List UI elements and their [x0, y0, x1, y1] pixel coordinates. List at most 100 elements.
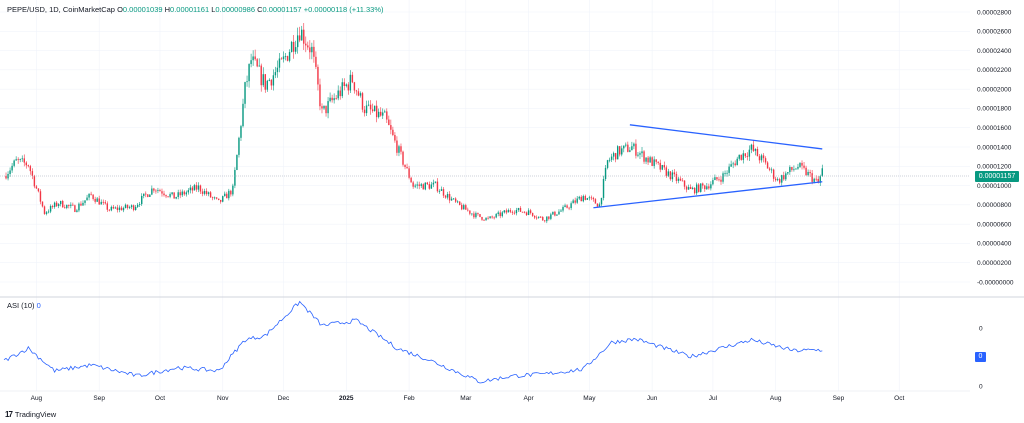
- candle-body: [434, 181, 437, 183]
- candle-body: [754, 148, 757, 151]
- candle-body: [795, 168, 797, 170]
- candle-body: [112, 206, 115, 209]
- candle-body: [333, 98, 335, 101]
- candle-body: [203, 191, 206, 194]
- candle-body: [667, 171, 670, 177]
- candle-body: [665, 167, 668, 177]
- candle-body: [35, 186, 38, 189]
- candle-body: [442, 189, 445, 196]
- candle-body: [309, 47, 311, 53]
- candle-body: [807, 171, 809, 176]
- candle-body: [76, 210, 78, 212]
- candle-body: [718, 179, 720, 181]
- candle-body: [596, 203, 599, 207]
- candle-body: [430, 184, 433, 189]
- candle-body: [574, 200, 576, 203]
- candle-body: [481, 216, 483, 220]
- candle-body: [272, 75, 275, 86]
- candle-body: [576, 198, 578, 203]
- candle-body: [327, 101, 329, 114]
- candle-body: [789, 167, 791, 173]
- price-tick-label: 0.00000200: [977, 260, 1012, 267]
- candle-body: [74, 205, 76, 212]
- candle-body: [752, 144, 755, 151]
- time-tick-label: Nov: [217, 395, 229, 402]
- candle-body: [677, 178, 680, 181]
- candle-body: [519, 207, 522, 212]
- candle-body: [525, 212, 528, 216]
- candle-body: [70, 204, 72, 206]
- candle-body: [126, 204, 129, 208]
- candle-body: [542, 217, 544, 221]
- candle-body: [584, 196, 587, 200]
- candle-body: [758, 156, 761, 161]
- open-key: O: [117, 5, 123, 14]
- candle-body: [66, 204, 68, 209]
- candle-body: [772, 169, 775, 179]
- candle-body: [57, 204, 60, 207]
- candle-body: [157, 190, 159, 191]
- candle-body: [244, 82, 246, 104]
- candle-body: [15, 159, 17, 161]
- candle-body: [317, 66, 319, 85]
- price-tick-label: 0.00001400: [977, 144, 1012, 151]
- candle-body: [149, 194, 151, 197]
- price-tick-label: 0.00001200: [977, 164, 1012, 171]
- candle-body: [651, 157, 653, 166]
- candle-body: [590, 197, 593, 199]
- candle-body: [517, 207, 520, 211]
- candle-body: [213, 197, 216, 199]
- candle-body: [37, 188, 40, 192]
- candle-body: [465, 205, 467, 210]
- candle-body: [446, 194, 449, 198]
- tradingview-logo[interactable]: 17 TradingView: [5, 410, 56, 419]
- candle-body: [104, 202, 106, 204]
- candle-body: [25, 162, 27, 166]
- time-tick-label: Sep: [93, 395, 105, 402]
- candle-body: [635, 143, 637, 156]
- candle-body: [799, 162, 801, 167]
- candle-body: [521, 211, 524, 213]
- candle-body: [509, 210, 512, 212]
- asi-value: 0: [36, 301, 41, 310]
- candle-body: [27, 165, 30, 167]
- close-key: C: [257, 5, 263, 14]
- candle-body: [232, 185, 234, 195]
- time-tick-label: Aug: [770, 395, 782, 402]
- candle-body: [388, 119, 390, 126]
- candle-body: [55, 202, 58, 207]
- candle-body: [33, 175, 36, 187]
- candle-body: [529, 210, 532, 213]
- candle-body: [108, 209, 111, 211]
- candle-body: [406, 166, 408, 169]
- tradingview-text: TradingView: [14, 410, 57, 419]
- candle-body: [793, 169, 795, 171]
- candle-body: [554, 211, 556, 216]
- candle-body: [141, 195, 143, 205]
- candle-body: [205, 191, 208, 195]
- time-tick-label: Mar: [460, 395, 472, 402]
- candle-body: [535, 217, 538, 219]
- price-tick-label: 0.00000400: [977, 241, 1012, 248]
- price-tick-label: 0.00002800: [977, 9, 1012, 16]
- candle-body: [179, 192, 181, 196]
- candle-body: [335, 98, 337, 99]
- time-tick-label: Oct: [155, 395, 165, 402]
- candle-body: [341, 82, 343, 97]
- candle-body: [562, 206, 564, 211]
- trendline[interactable]: [629, 124, 823, 150]
- candle-body: [282, 56, 285, 60]
- candle-body: [382, 112, 384, 116]
- candle-body: [527, 210, 530, 216]
- asi-legend[interactable]: ASI (10) 0: [7, 301, 41, 310]
- price-tick-label: 0.00001800: [977, 106, 1012, 113]
- candle-body: [815, 178, 817, 180]
- candle-body: [531, 212, 534, 216]
- candle-body: [193, 185, 196, 191]
- candle-body: [805, 167, 807, 176]
- candle-body: [392, 129, 394, 136]
- candle-body: [756, 148, 759, 157]
- symbol-label[interactable]: PEPE/USD, 1D, CoinMarketCap: [7, 5, 115, 14]
- trendline[interactable]: [593, 181, 823, 209]
- candle-body: [355, 90, 358, 92]
